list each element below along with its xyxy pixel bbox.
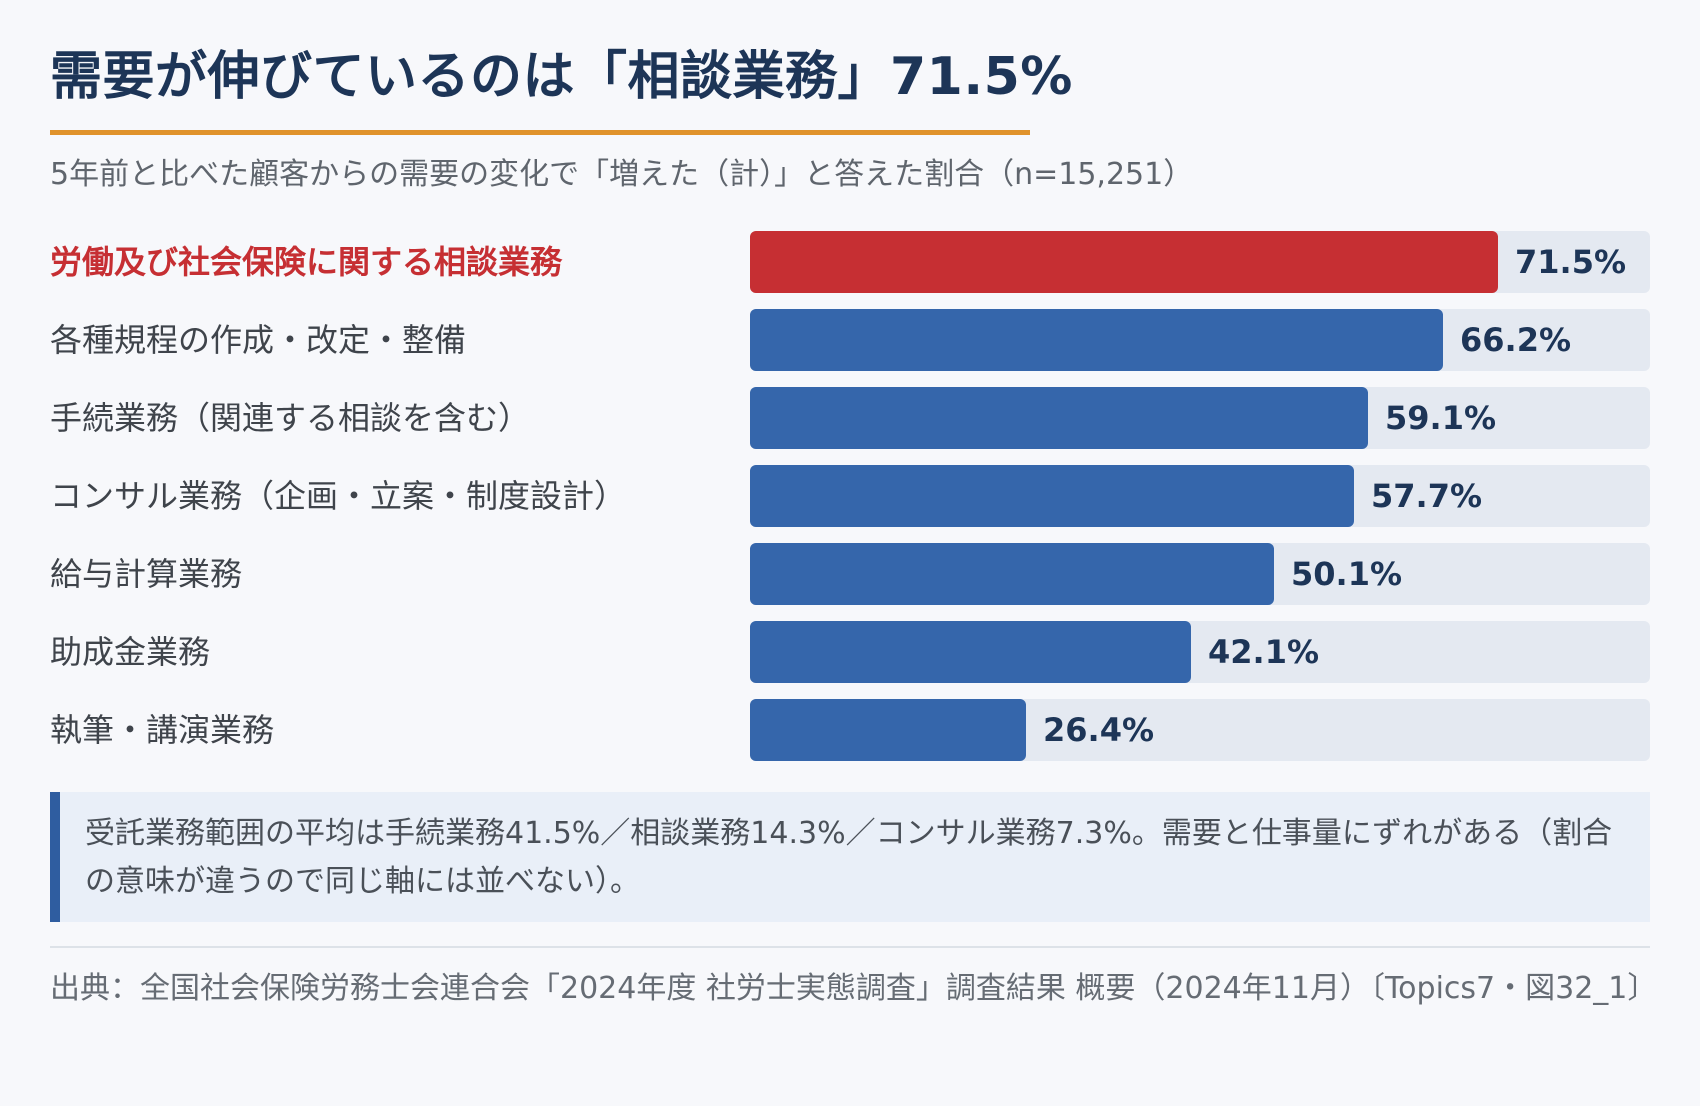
category-label: 各種規程の作成・改定・整備 bbox=[50, 321, 467, 359]
bar-chart: 労働及び社会保険に関する相談業務 71.5% 各種規程の作成・改定・整備 66.2% 手… bbox=[50, 231, 1650, 761]
value-label: 26.4% bbox=[1043, 711, 1155, 749]
bar bbox=[750, 543, 1274, 605]
value-label: 59.1% bbox=[1385, 399, 1497, 437]
category-label: 手続業務（関連する相談を含む） bbox=[50, 399, 531, 437]
bar bbox=[750, 621, 1191, 683]
value-label: 50.1% bbox=[1291, 555, 1403, 593]
value-label: 57.7% bbox=[1371, 477, 1483, 515]
note-box: 受託業務範囲の平均は手続業務41.5%／相談業務14.3%／コンサル業務7.3%… bbox=[50, 792, 1650, 922]
category-label: 執筆・講演業務 bbox=[50, 711, 275, 749]
value-label: 66.2% bbox=[1460, 321, 1572, 359]
title-underline bbox=[50, 130, 1030, 135]
category-label: コンサル業務（企画・立案・制度設計） bbox=[50, 477, 627, 515]
bar bbox=[750, 699, 1026, 761]
value-label: 42.1% bbox=[1208, 633, 1320, 671]
category-label: 給与計算業務 bbox=[50, 555, 243, 593]
value-label: 71.5% bbox=[1515, 243, 1627, 281]
bar bbox=[750, 231, 1498, 293]
bar bbox=[750, 465, 1354, 527]
chart-title: 需要が伸びているのは「相談業務」71.5% bbox=[50, 47, 1073, 107]
divider bbox=[50, 946, 1650, 948]
source-text: 出典：全国社会保険労務士会連合会「2024年度 社労士実態調査」調査結果 概要（… bbox=[50, 971, 1658, 1006]
chart-subtitle: 5年前と比べた顧客からの需要の変化で「増えた（計）」と答えた割合（n=15,25… bbox=[50, 157, 1194, 192]
bar bbox=[750, 309, 1443, 371]
bar bbox=[750, 387, 1368, 449]
category-label: 助成金業務 bbox=[50, 633, 211, 671]
note-text: 受託業務範囲の平均は手続業務41.5%／相談業務14.3%／コンサル業務7.3%… bbox=[85, 816, 1613, 899]
category-label: 労働及び社会保険に関する相談業務 bbox=[50, 243, 563, 281]
